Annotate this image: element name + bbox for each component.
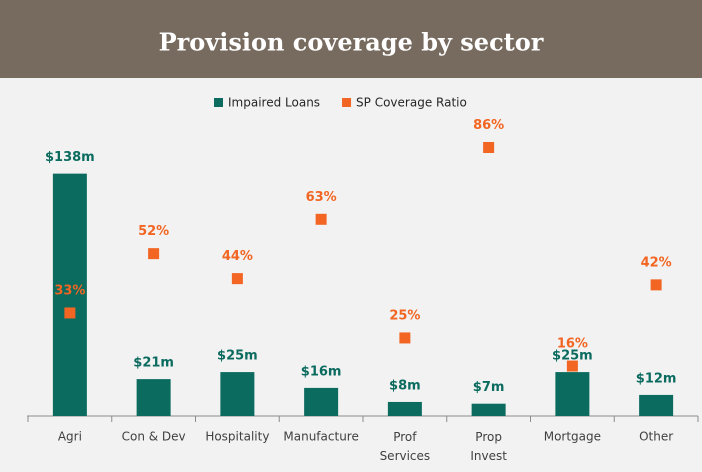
ratio-marker (148, 248, 160, 260)
ratio-marker (231, 273, 243, 285)
ratio-value-label: 44% (222, 249, 253, 264)
bar (220, 372, 255, 416)
bar-value-label: $25m (552, 349, 593, 364)
x-tick-label: Manufacture (283, 430, 358, 444)
legend-swatch (342, 98, 352, 107)
x-tick-label: Hospitality (205, 430, 269, 444)
bar (136, 379, 171, 416)
ratio-value-label: 52% (138, 224, 169, 239)
ratio-marker (315, 213, 327, 225)
ratio-marker (399, 332, 411, 344)
ratio-value-label: 42% (641, 255, 672, 270)
bar-value-label: $12m (636, 371, 677, 386)
x-tick-label: Agri (58, 430, 82, 444)
bar-value-label: $8m (389, 378, 421, 393)
bar (471, 403, 506, 416)
legend-label: Impaired Loans (228, 96, 320, 110)
ratio-marker (483, 141, 495, 153)
bar (52, 173, 87, 416)
ratio-marker (566, 360, 578, 372)
ratio-value-label: 63% (306, 190, 337, 205)
x-tick-label: Prof Services (380, 430, 431, 463)
x-tick-label: Con & Dev (122, 430, 186, 444)
chart-title: Provision coverage by sector (159, 28, 544, 57)
bar-value-label: $16m (301, 364, 342, 379)
x-tick-label: Prop Invest (470, 430, 507, 463)
legend-swatch (214, 98, 223, 107)
legend-label: SP Coverage Ratio (356, 96, 467, 110)
bar-value-label: $138m (45, 150, 95, 165)
ratio-value-label: 16% (557, 337, 588, 352)
bar-value-label: $7m (473, 380, 505, 395)
x-tick-label: Mortgage (544, 430, 601, 444)
ratio-marker (64, 307, 76, 319)
ratio-value-label: 25% (389, 308, 420, 323)
ratio-value-label: 86% (473, 118, 504, 133)
bar-value-label: $25m (217, 349, 258, 364)
x-tick-label: Other (639, 430, 673, 444)
bar (304, 387, 339, 416)
bar (555, 372, 590, 416)
bar (387, 401, 422, 416)
ratio-marker (650, 279, 662, 291)
bar (639, 394, 674, 416)
title-banner (0, 0, 702, 78)
ratio-value-label: 33% (54, 283, 85, 298)
bar-value-label: $21m (133, 356, 174, 371)
